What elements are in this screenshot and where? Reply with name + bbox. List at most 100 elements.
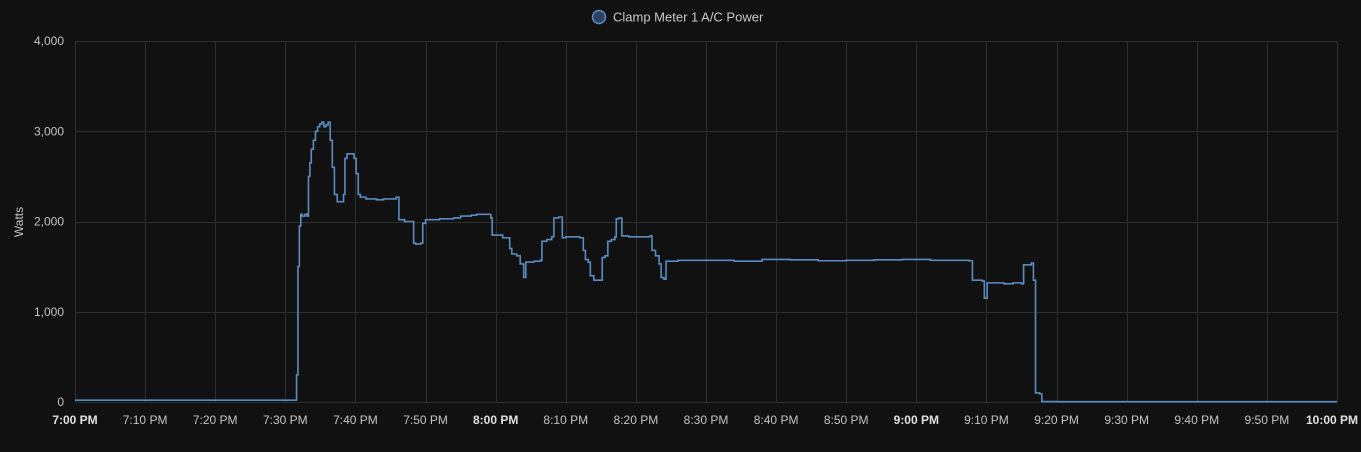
data-point bbox=[658, 263, 659, 264]
data-point bbox=[984, 298, 985, 299]
data-point bbox=[604, 255, 605, 256]
series-line bbox=[75, 121, 1337, 403]
series-layer bbox=[74, 121, 1337, 403]
data-point bbox=[972, 280, 973, 281]
data-point bbox=[295, 400, 296, 401]
data-point bbox=[541, 241, 542, 242]
y-tick-label: 3,000 bbox=[34, 124, 64, 138]
data-point bbox=[614, 236, 615, 237]
data-point bbox=[343, 194, 344, 195]
data-point bbox=[655, 255, 656, 256]
data-point bbox=[1023, 264, 1024, 265]
data-point bbox=[579, 237, 580, 238]
data-point bbox=[607, 241, 608, 242]
data-point bbox=[534, 261, 535, 262]
y-tick-label: 0 bbox=[57, 395, 64, 409]
data-point bbox=[600, 280, 601, 281]
data-point bbox=[1031, 262, 1032, 263]
data-point bbox=[476, 214, 477, 215]
data-point bbox=[525, 262, 526, 263]
data-point bbox=[309, 162, 310, 163]
data-point bbox=[1012, 282, 1013, 283]
data-point bbox=[321, 122, 322, 123]
x-tick-label: 7:30 PM bbox=[263, 413, 308, 427]
data-point bbox=[453, 217, 454, 218]
data-point bbox=[790, 259, 791, 260]
x-tick-label: 8:10 PM bbox=[543, 413, 588, 427]
data-point bbox=[930, 260, 931, 261]
x-tick-label: 7:40 PM bbox=[333, 413, 378, 427]
data-point bbox=[299, 225, 300, 226]
data-point bbox=[422, 223, 423, 224]
data-point bbox=[593, 280, 594, 281]
data-point bbox=[1041, 401, 1042, 402]
data-point bbox=[551, 236, 552, 237]
data-point bbox=[553, 217, 554, 218]
x-axis-ticks: 7:00 PM 7:10 PM 7:20 PM 7:30 PM 7:40 PM 7:50 … bbox=[52, 413, 1358, 427]
data-point bbox=[982, 280, 983, 281]
data-point bbox=[353, 158, 354, 159]
legend[interactable]: Clamp Meter 1 A/C Power bbox=[591, 9, 764, 25]
data-point bbox=[344, 158, 345, 159]
data-point bbox=[319, 123, 320, 124]
data-point bbox=[1039, 393, 1040, 394]
x-tick-label: 8:50 PM bbox=[824, 413, 869, 427]
x-tick-label: 7:00 PM bbox=[52, 413, 97, 427]
data-point bbox=[317, 126, 318, 127]
data-point bbox=[642, 236, 643, 237]
data-point bbox=[677, 260, 678, 261]
data-point bbox=[902, 259, 903, 260]
y-axis-ticks: 0 1,000 2,000 3,000 4,000 bbox=[34, 34, 64, 409]
data-point bbox=[509, 248, 510, 249]
data-point bbox=[818, 260, 819, 261]
data-point bbox=[523, 277, 524, 278]
data-point bbox=[590, 275, 591, 276]
data-point bbox=[325, 124, 326, 125]
data-point bbox=[360, 197, 361, 198]
x-tick-label: 7:20 PM bbox=[193, 413, 238, 427]
data-point bbox=[296, 374, 297, 375]
data-point bbox=[1336, 401, 1337, 402]
data-point bbox=[565, 236, 566, 237]
data-point bbox=[332, 167, 333, 168]
data-point bbox=[1021, 283, 1022, 284]
data-point bbox=[651, 250, 652, 251]
data-point bbox=[520, 263, 521, 264]
data-point bbox=[761, 259, 762, 260]
y-axis-title: Watts bbox=[12, 207, 26, 237]
data-point bbox=[661, 277, 662, 278]
data-point bbox=[425, 219, 426, 220]
x-tick-label: 8:20 PM bbox=[614, 413, 659, 427]
data-point bbox=[585, 259, 586, 260]
data-point bbox=[334, 194, 335, 195]
data-point bbox=[330, 140, 331, 141]
data-point bbox=[874, 259, 875, 260]
data-point bbox=[404, 221, 405, 222]
data-point bbox=[1056, 401, 1057, 402]
data-point bbox=[558, 216, 559, 217]
data-point bbox=[358, 194, 359, 195]
data-point bbox=[546, 239, 547, 240]
x-tick-label: 9:30 PM bbox=[1104, 413, 1149, 427]
data-point bbox=[846, 260, 847, 261]
data-point bbox=[74, 400, 75, 401]
x-tick-label: 8:30 PM bbox=[684, 413, 729, 427]
legend-swatch-circle[interactable] bbox=[591, 9, 607, 25]
data-point bbox=[588, 262, 589, 263]
data-point bbox=[562, 237, 563, 238]
y-tick-label: 4,000 bbox=[34, 34, 64, 48]
data-point bbox=[649, 235, 650, 236]
data-point bbox=[328, 122, 329, 123]
data-point bbox=[415, 243, 416, 244]
data-point bbox=[621, 235, 622, 236]
data-point bbox=[420, 243, 421, 244]
data-point bbox=[968, 260, 969, 261]
data-point bbox=[346, 153, 347, 154]
data-point bbox=[665, 261, 666, 262]
data-point bbox=[1033, 280, 1034, 281]
data-point bbox=[618, 217, 619, 218]
x-tick-label: 9:00 PM bbox=[894, 413, 939, 427]
legend-label[interactable]: Clamp Meter 1 A/C Power bbox=[613, 10, 764, 25]
data-point bbox=[602, 257, 603, 258]
data-point bbox=[376, 199, 377, 200]
